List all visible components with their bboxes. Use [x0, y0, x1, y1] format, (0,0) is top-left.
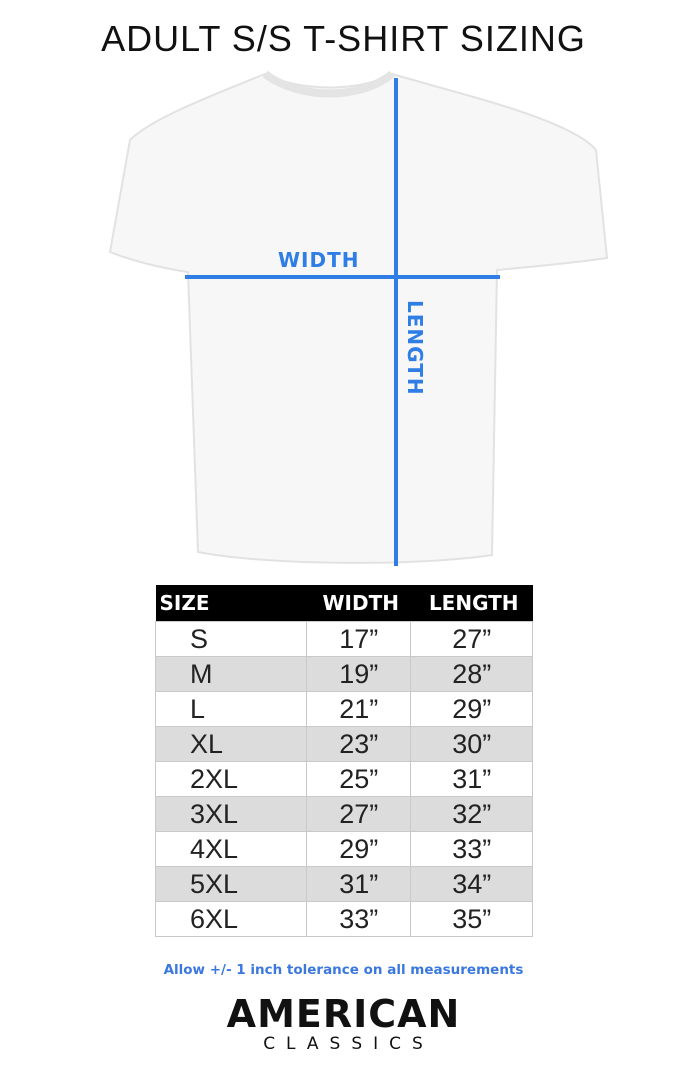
length-cell: 30” [410, 726, 533, 762]
width-cell: 21” [305, 691, 412, 727]
length-cell: 35” [410, 901, 533, 937]
length-cell: 28” [410, 656, 533, 692]
length-cell: 32” [410, 796, 533, 832]
brand-logo: AMERICAN CLASSICS [0, 994, 687, 1054]
header-length: LENGTH [410, 585, 533, 622]
table-row: 6XL 33” 35” [155, 901, 533, 937]
table-row: XL 23” 30” [155, 726, 533, 762]
tshirt-diagram [108, 70, 609, 566]
table-row: 5XL 31” 34” [155, 866, 533, 902]
width-cell: 29” [305, 831, 412, 867]
size-cell: 6XL [155, 901, 307, 937]
header-width: WIDTH [306, 585, 411, 622]
table-row: 3XL 27” 32” [155, 796, 533, 832]
width-cell: 31” [305, 866, 412, 902]
width-cell: 27” [305, 796, 412, 832]
size-cell: S [155, 621, 307, 657]
page-title: ADULT S/S T-SHIRT SIZING [101, 18, 586, 59]
tshirt-collar [262, 70, 395, 98]
table-row: S 17” 27” [155, 621, 533, 657]
size-table: SIZE WIDTH LENGTH S 17” 27” M 19” 28” L 21” 29” X… [155, 585, 533, 937]
logo-line1: AMERICAN [226, 992, 461, 1036]
width-cell: 19” [305, 656, 412, 692]
width-cell: 17” [305, 621, 412, 657]
width-label: WIDTH [278, 248, 360, 272]
width-cell: 23” [305, 726, 412, 762]
size-cell: 4XL [155, 831, 307, 867]
length-cell: 33” [410, 831, 533, 867]
width-cell: 33” [305, 901, 412, 937]
size-cell: M [155, 656, 307, 692]
width-cell: 25” [305, 761, 412, 797]
tshirt-shape [108, 72, 609, 564]
header-size: SIZE [155, 585, 307, 622]
table-row: 4XL 29” 33” [155, 831, 533, 867]
table-row: M 19” 28” [155, 656, 533, 692]
length-cell: 29” [410, 691, 533, 727]
size-cell: 5XL [155, 866, 307, 902]
length-label: LENGTH [403, 300, 427, 396]
length-cell: 31” [410, 761, 533, 797]
tolerance-note: Allow +/- 1 inch tolerance on all measur… [163, 962, 524, 978]
size-cell: 3XL [155, 796, 307, 832]
length-cell: 34” [410, 866, 533, 902]
size-cell: 2XL [155, 761, 307, 797]
size-cell: L [155, 691, 307, 727]
size-cell: XL [155, 726, 307, 762]
logo-line2: CLASSICS [263, 1034, 434, 1054]
table-row: 2XL 25” 31” [155, 761, 533, 797]
length-cell: 27” [410, 621, 533, 657]
table-row: L 21” 29” [155, 691, 533, 727]
table-header: SIZE WIDTH LENGTH [155, 585, 533, 622]
